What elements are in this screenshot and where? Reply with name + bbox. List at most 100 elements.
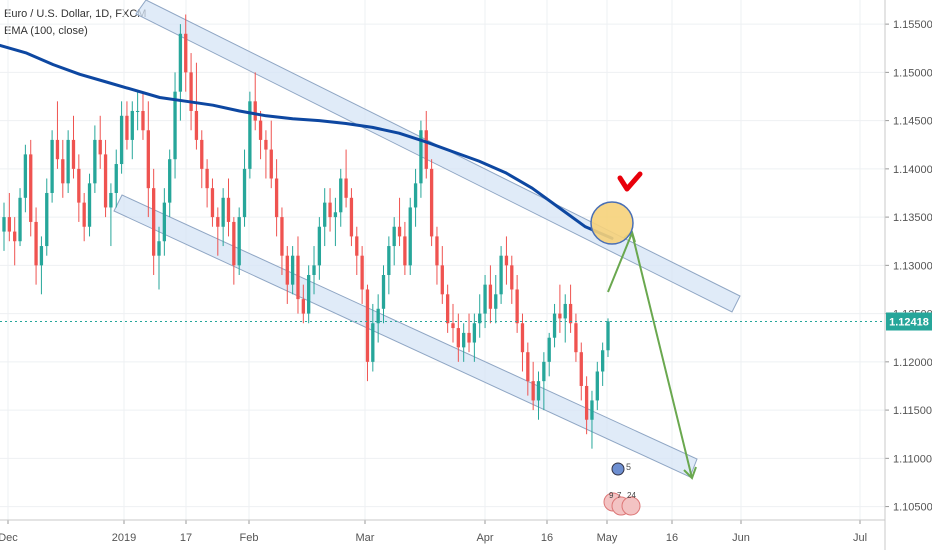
candle-body (355, 236, 359, 256)
check-mark-icon (617, 171, 643, 192)
x-tick-label: Mar (356, 532, 375, 544)
candle-body (194, 110, 199, 140)
touch-point-circle (590, 201, 634, 245)
candle-body (216, 217, 220, 227)
candle-body (258, 120, 263, 140)
candle-body (264, 139, 268, 150)
ema-line (0, 43, 614, 240)
symbol-label[interactable]: Euro / U.S. Dollar, 1D, FXCM (4, 8, 147, 20)
y-tick-label: 1.15000 (893, 67, 932, 79)
candle-body (440, 265, 444, 295)
candle-body (504, 255, 509, 266)
y-axis: 1.15500 1.15000 1.14500 1.14000 1.13500 1.130… (884, 0, 932, 550)
candle-body (328, 202, 332, 218)
x-tick-label: Apr (476, 532, 493, 544)
candle-body (18, 197, 22, 242)
candle-body (536, 381, 541, 401)
candle-body (98, 139, 102, 155)
candle-body (141, 110, 145, 131)
candle-body (392, 226, 396, 247)
candle-body (184, 33, 188, 73)
candle-body (87, 183, 92, 227)
upper-channel-band (135, 0, 741, 313)
x-axis: Dec 2019 17 Feb Mar Apr 16 May 16 Jun Jul (0, 519, 885, 544)
candle-body (344, 178, 348, 198)
y-tick-label: 1.13500 (893, 212, 932, 224)
candle-body (290, 255, 295, 285)
channels (113, 0, 741, 478)
candle-body (93, 139, 97, 184)
y-tick-label: 1.12000 (893, 357, 932, 369)
event-marker-group: 5 9 7 24 (603, 462, 641, 516)
candle-body (467, 332, 471, 343)
candle-body (413, 183, 418, 208)
candle-body (221, 197, 225, 227)
x-tick-label: 2019 (112, 532, 136, 544)
indicator-label[interactable]: EMA (100, close) (4, 25, 88, 37)
candle-body (55, 139, 60, 160)
candle-body (472, 323, 477, 343)
grid (0, 0, 885, 520)
candle-body (451, 323, 455, 329)
last-price-label: 1.12418 (889, 317, 929, 329)
y-tick-label: 1.13000 (893, 260, 932, 272)
candle-body (66, 139, 70, 184)
candle-body (157, 241, 161, 256)
candle-body (242, 168, 247, 218)
arrow-head-down (683, 466, 697, 480)
y-tick-label: 1.11500 (893, 405, 932, 417)
x-tick-label: May (597, 532, 618, 544)
candle-body (301, 299, 305, 314)
candle-body (82, 202, 86, 227)
candle-body (269, 149, 273, 179)
candle-body (39, 246, 44, 266)
x-tick-label: 16 (666, 532, 678, 544)
chart-legend: Euro / U.S. Dollar, 1D, FXCM EMA (100, c… (4, 6, 146, 40)
candle-body (483, 284, 487, 314)
event-count: 24 (627, 491, 636, 500)
x-tick-label: Dec (0, 532, 18, 544)
candle-body (574, 323, 578, 353)
candle-body (162, 202, 167, 242)
candle-body (547, 337, 551, 362)
candle-body (323, 202, 327, 227)
candle-body (23, 154, 28, 198)
candle-body (130, 110, 134, 140)
candle-body (510, 265, 514, 290)
candle-body (114, 164, 118, 193)
y-tick-label: 1.14000 (893, 164, 932, 176)
candle-body (360, 255, 364, 290)
candle-body (542, 361, 546, 382)
candle-body (34, 221, 38, 266)
candle-body (445, 294, 450, 324)
candle-body (125, 115, 129, 140)
candle-body (146, 130, 150, 189)
candle-body (2, 217, 6, 232)
candle-body (280, 217, 284, 256)
event-flag-icon (611, 462, 625, 476)
candle-body (456, 328, 460, 348)
candle-body (488, 284, 493, 309)
candle-body (232, 221, 236, 266)
candle-body (595, 371, 599, 401)
candle-body (339, 178, 343, 213)
candle-body (462, 332, 466, 348)
candle-body (419, 130, 423, 184)
candle-body (152, 188, 156, 256)
x-tick-label: 17 (180, 532, 192, 544)
candle-body (584, 385, 589, 420)
candle-body (248, 101, 252, 169)
candle-body (424, 130, 428, 169)
candle-body (494, 294, 498, 309)
candle-body (274, 178, 279, 218)
candle-body (478, 313, 482, 324)
candle-body (365, 289, 370, 362)
candle-body (307, 275, 311, 314)
candle-body (552, 313, 557, 338)
x-tick-label: 16 (541, 532, 553, 544)
y-tick-label: 1.10500 (893, 502, 932, 514)
candle-body (429, 168, 434, 237)
y-tick-label: 1.14500 (893, 116, 932, 128)
candle-body (408, 207, 412, 266)
